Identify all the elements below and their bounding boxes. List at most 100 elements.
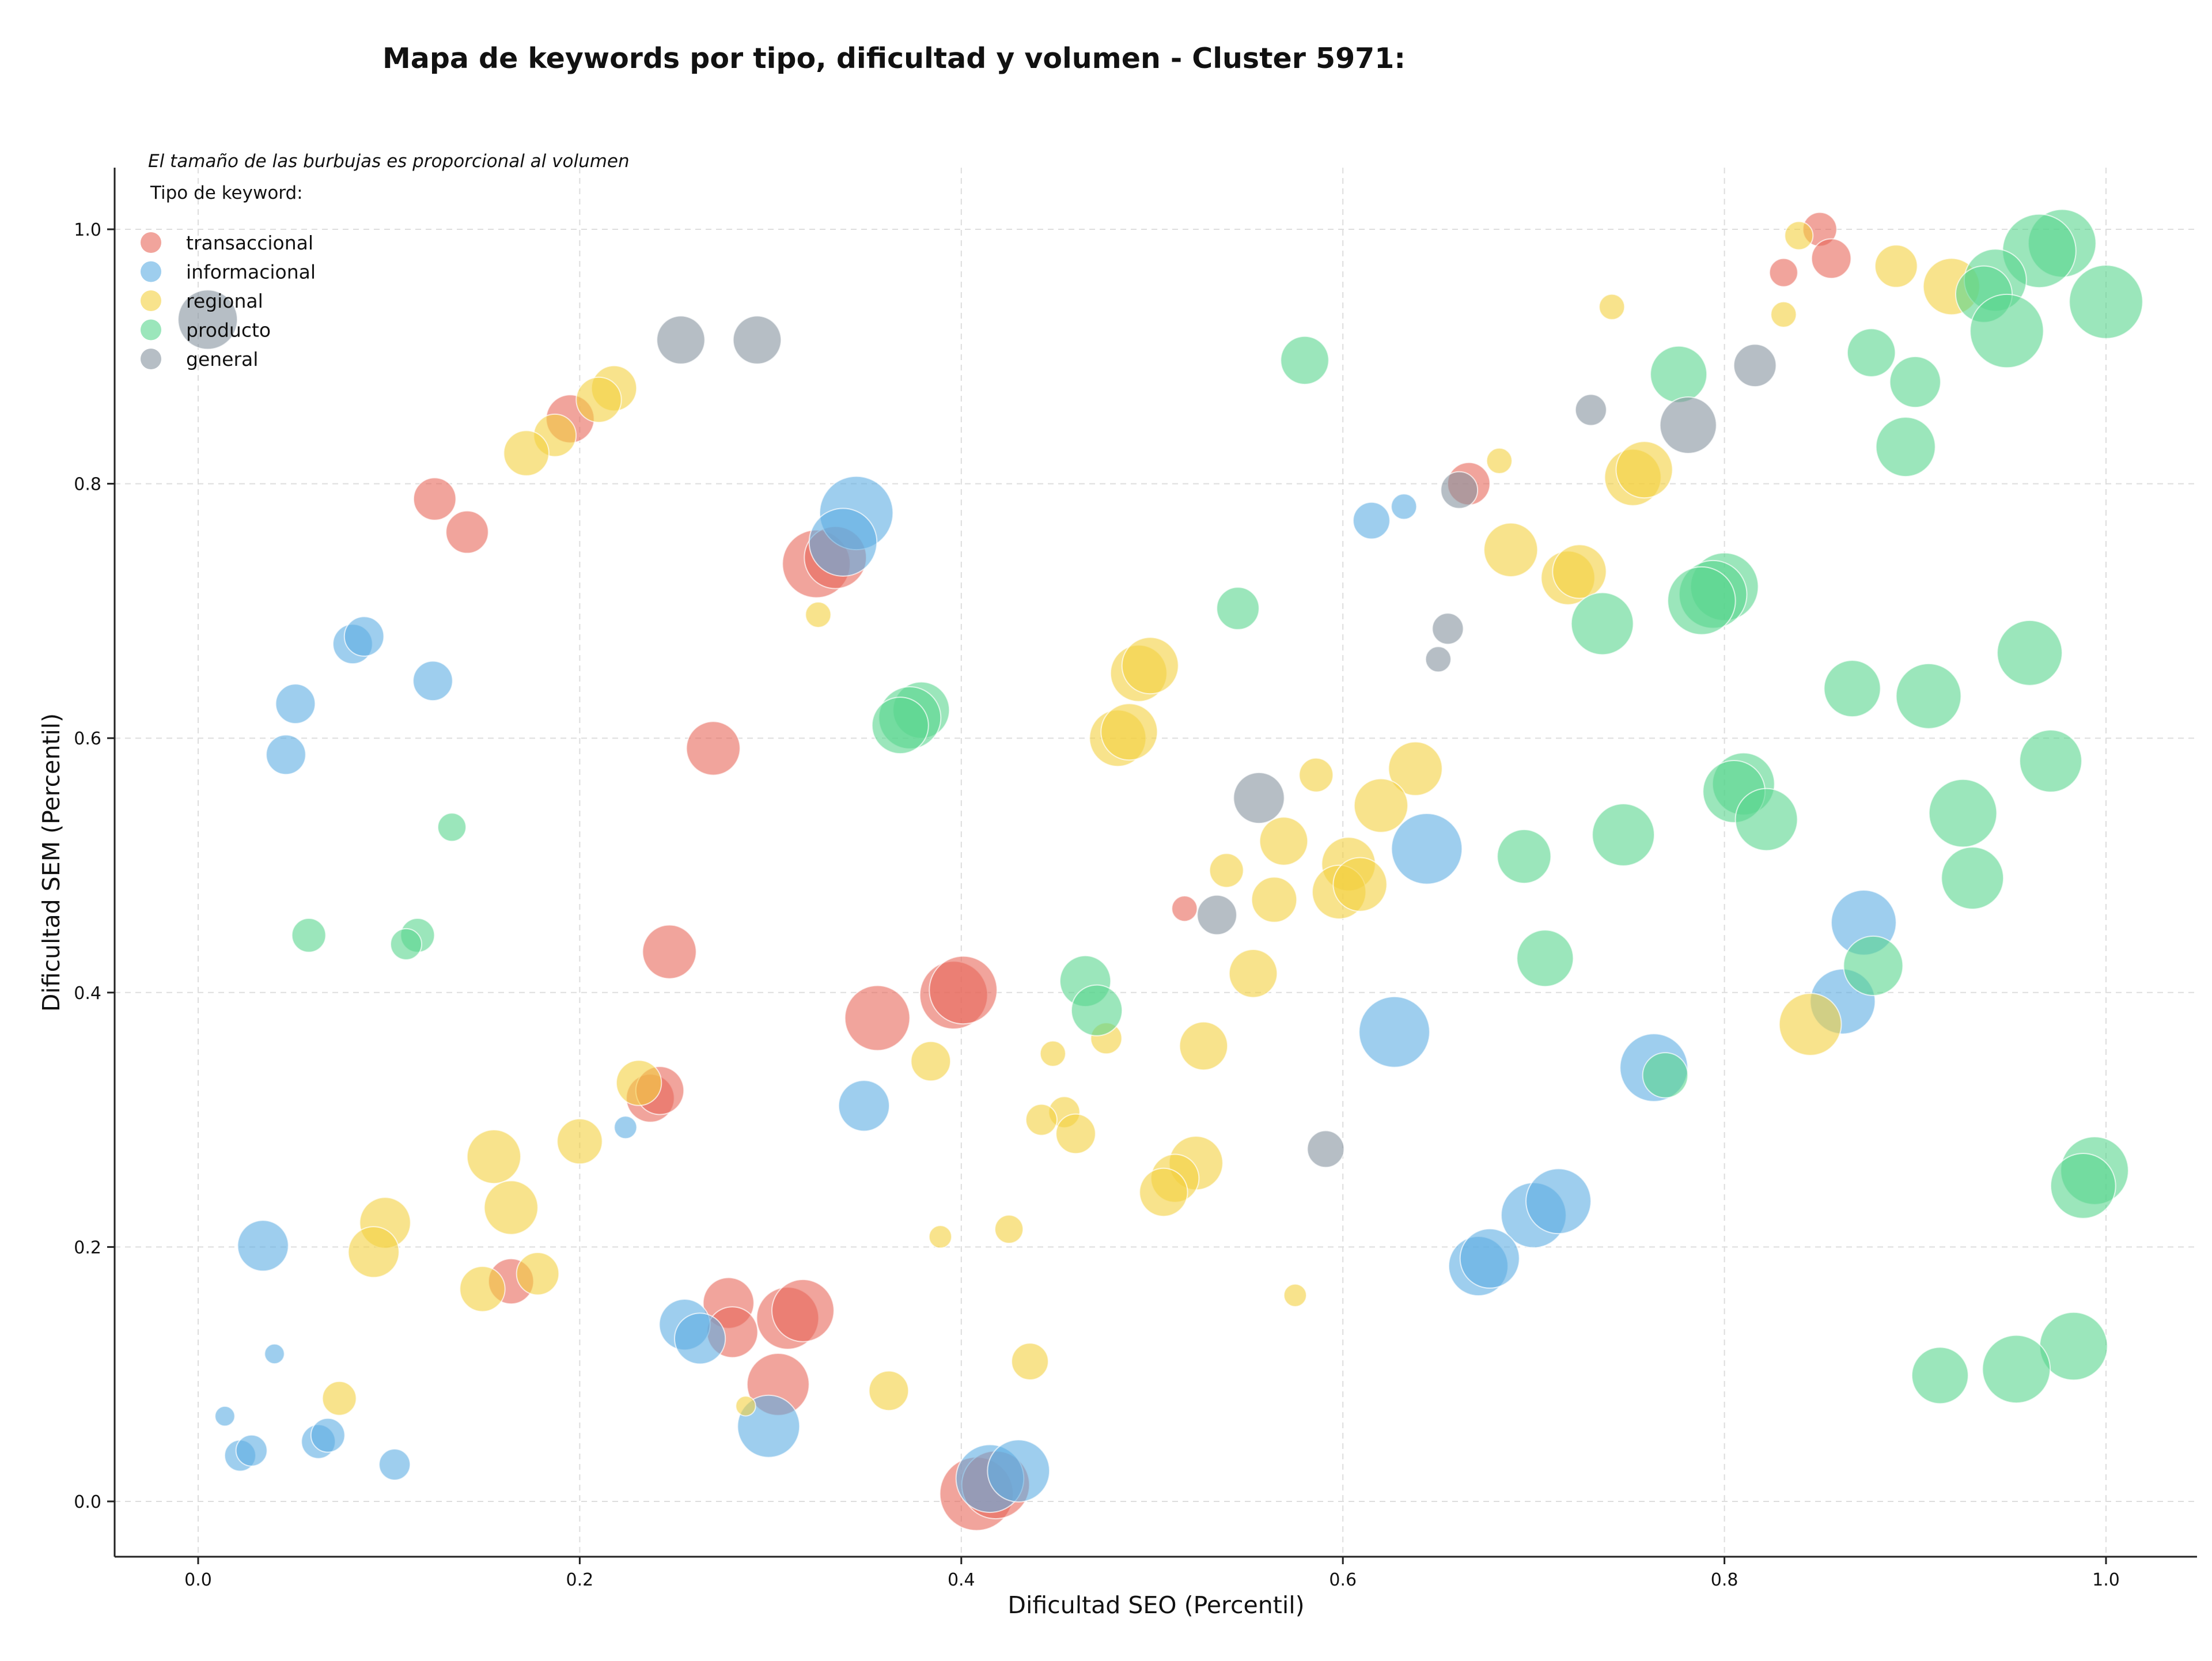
point-producto [291, 918, 327, 953]
point-regional [1039, 1040, 1066, 1067]
data-points [177, 209, 2143, 1531]
point-general [1659, 396, 1717, 454]
point-informacional [838, 1080, 891, 1132]
point-transaccional [445, 510, 489, 554]
point-general [177, 289, 238, 350]
point-regional [1283, 1283, 1307, 1307]
y-axis-label: Dificultad SEM (Percentil) [37, 713, 65, 1012]
legend-label-informacional: informacional [186, 261, 316, 283]
point-regional [1599, 293, 1626, 320]
point-transaccional [1768, 258, 1798, 287]
point-general [1425, 646, 1452, 673]
point-informacional [613, 1115, 638, 1140]
x-tick-label: 0.8 [1711, 1570, 1738, 1590]
legend-label-producto: producto [186, 319, 271, 342]
point-informacional [310, 1417, 346, 1453]
point-regional [1179, 1021, 1229, 1071]
point-transaccional [929, 955, 998, 1025]
point-informacional [987, 1439, 1051, 1503]
point-regional [805, 601, 832, 629]
point-regional [615, 1060, 662, 1106]
point-regional [1251, 876, 1298, 923]
x-axis-label: Dificultad SEO (Percentil) [1007, 1591, 1304, 1619]
point-informacional [264, 1343, 285, 1365]
point-informacional [1525, 1168, 1592, 1235]
point-regional [1874, 244, 1918, 288]
chart-title: Mapa de keywords por tipo, dificultad y … [382, 42, 1406, 75]
ticks: 0.0 0.0 0.2 0.2 0.4 0.4 0.6 0.6 0.8 0.8 1.0 1.0 [74, 220, 2120, 1590]
point-producto [871, 697, 929, 755]
point-producto [437, 812, 467, 842]
point-informacional [214, 1405, 236, 1427]
point-producto [1280, 335, 1330, 385]
legend-label-transaccional: transaccional [186, 232, 313, 254]
point-regional [1770, 301, 1797, 328]
y-tick-label: 1.0 [74, 220, 101, 240]
point-transaccional [1171, 895, 1198, 922]
point-regional [1486, 447, 1513, 475]
point-informacional [1358, 996, 1430, 1068]
point-producto [1592, 803, 1656, 867]
point-transaccional [844, 985, 911, 1051]
point-regional [1483, 522, 1539, 578]
point-transaccional [771, 1278, 835, 1342]
point-producto [390, 928, 422, 960]
point-informacional [266, 734, 306, 775]
point-regional [1139, 1167, 1188, 1217]
point-producto [1516, 929, 1574, 987]
point-producto [1941, 846, 2005, 910]
point-producto [1216, 587, 1260, 630]
y-tick-label: 0.8 [74, 475, 101, 495]
point-informacional [1391, 493, 1418, 520]
legend-label-regional: regional [186, 290, 263, 312]
point-general [1233, 771, 1285, 824]
point-producto [1642, 1052, 1689, 1099]
point-regional [1298, 757, 1334, 793]
point-regional [928, 1225, 953, 1249]
point-regional [1615, 441, 1673, 499]
legend-marker-transaccional [141, 232, 161, 253]
grid [115, 168, 2197, 1557]
point-informacional [674, 1312, 726, 1365]
point-general [1440, 471, 1479, 509]
point-regional [1121, 637, 1179, 695]
point-producto [1570, 592, 1634, 656]
point-general [1733, 343, 1777, 388]
point-producto [1982, 1334, 2051, 1404]
point-regional [466, 1129, 522, 1185]
point-regional [503, 430, 550, 476]
point-regional [1778, 993, 1842, 1056]
x-tick-label: 0.4 [948, 1570, 975, 1590]
point-regional [459, 1266, 506, 1312]
point-producto [1895, 663, 1962, 729]
point-informacional [343, 616, 385, 657]
y-tick-label: 0.6 [74, 729, 101, 749]
point-regional [1100, 703, 1158, 761]
point-producto [2019, 729, 2082, 793]
point-regional [1388, 741, 1443, 796]
legend: Tipo de keyword: transaccional informacio… [141, 183, 316, 370]
x-tick-label: 0.0 [184, 1570, 212, 1590]
point-regional [1784, 221, 1814, 251]
point-regional [1025, 1103, 1058, 1136]
point-regional [556, 1118, 603, 1165]
volume-note: El tamaño de las burbujas es proporciona… [148, 151, 630, 172]
axes [113, 168, 2197, 1558]
point-producto [1843, 935, 1904, 996]
legend-marker-informacional [141, 261, 161, 282]
point-regional [1552, 544, 1607, 599]
point-producto [2050, 1152, 2116, 1219]
point-regional [516, 1252, 560, 1296]
legend-label-general: general [186, 348, 258, 370]
point-producto [1969, 293, 2044, 369]
point-transaccional [685, 721, 741, 776]
legend-title: Tipo de keyword: [150, 183, 303, 203]
point-transaccional [1810, 238, 1852, 279]
point-producto [1911, 1346, 1969, 1405]
point-regional [483, 1180, 539, 1235]
x-tick-label: 1.0 [2092, 1570, 2120, 1590]
x-tick-label: 0.2 [566, 1570, 594, 1590]
point-producto [1997, 619, 2063, 686]
y-tick-label: 0.2 [74, 1238, 101, 1258]
legend-marker-producto [141, 319, 161, 340]
